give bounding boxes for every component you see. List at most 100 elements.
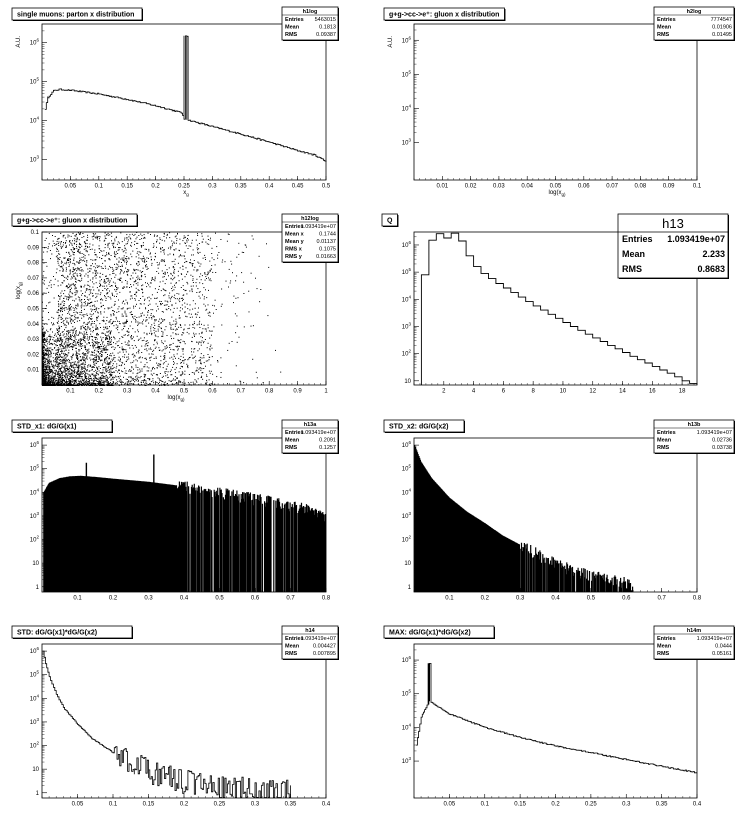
scatter-point (148, 310, 149, 311)
scatter-point (66, 360, 68, 362)
scatter-point (91, 236, 93, 238)
scatter-point (87, 383, 89, 385)
scatter-point (68, 283, 70, 285)
scatter-point (48, 350, 50, 351)
scatter-point (63, 368, 65, 370)
scatter-point (42, 278, 44, 280)
scatter-point (110, 367, 112, 369)
scatter-point (100, 266, 102, 268)
scatter-point (99, 276, 101, 278)
scatter-point (139, 370, 141, 372)
scatter-point (72, 330, 74, 332)
scatter-point (67, 378, 69, 380)
scatter-point (117, 241, 119, 243)
scatter-point (66, 373, 68, 375)
scatter-point (211, 247, 213, 249)
scatter-point (171, 338, 172, 340)
scatter-point (160, 248, 162, 250)
scatter-point (46, 337, 48, 339)
scatter-point (141, 285, 143, 287)
scatter-point (71, 292, 73, 294)
scatter-point (104, 280, 106, 282)
scatter-point (131, 256, 133, 258)
scatter-point (73, 263, 75, 265)
scatter-point (87, 234, 88, 236)
scatter-point (109, 281, 111, 283)
scatter-point (74, 336, 76, 338)
scatter-point (98, 245, 100, 247)
scatter-point (177, 262, 179, 264)
scatter-point (75, 235, 77, 237)
scatter-point (66, 285, 68, 287)
scatter-point (67, 317, 69, 319)
scatter-point (135, 291, 137, 293)
scatter-point (68, 308, 70, 309)
scatter-point (136, 335, 138, 337)
scatter-point (111, 372, 113, 373)
scatter-point (77, 383, 78, 385)
scatter-point (180, 325, 182, 326)
scatter-point (190, 274, 192, 276)
scatter-point (94, 309, 96, 311)
scatter-point (82, 357, 84, 359)
scatter-point (105, 255, 107, 257)
scatter-point (59, 314, 61, 316)
scatter-point (139, 371, 141, 373)
scatter-point (73, 275, 74, 277)
scatter-point (86, 350, 88, 352)
scatter-point (69, 317, 71, 319)
scatter-point (49, 371, 51, 372)
scatter-point (181, 304, 183, 306)
scatter-point (116, 287, 118, 288)
scatter-point (63, 293, 65, 295)
scatter-point (73, 284, 75, 286)
scatter-point (104, 255, 106, 257)
scatter-point (110, 361, 112, 363)
scatter-point (71, 318, 73, 320)
scatter-point (54, 377, 56, 379)
scatter-point (56, 255, 58, 257)
scatter-point (56, 359, 58, 361)
scatter-point (83, 370, 85, 372)
scatter-point (60, 334, 62, 336)
scatter-point (46, 385, 48, 386)
scatter-point (90, 384, 92, 385)
scatter-point (148, 370, 150, 372)
scatter-point (163, 289, 165, 291)
scatter-point (202, 378, 204, 380)
scatter-point (150, 330, 152, 332)
scatter-point (70, 329, 72, 331)
scatter-point (108, 330, 110, 332)
scatter-point (84, 242, 86, 244)
scatter-point (69, 291, 71, 293)
scatter-point (164, 355, 166, 356)
scatter-point (78, 263, 80, 264)
scatter-point (55, 349, 57, 351)
scatter-point (188, 333, 190, 335)
scatter-point (65, 245, 67, 247)
scatter-point (68, 293, 70, 295)
scatter-point (95, 383, 97, 384)
scatter-point (158, 288, 160, 290)
scatter-point (192, 264, 194, 266)
scatter-point (71, 287, 72, 289)
scatter-point (82, 293, 84, 294)
scatter-point (60, 322, 62, 323)
scatter-point (94, 359, 96, 361)
scatter-point (83, 382, 85, 384)
scatter-point (99, 252, 101, 253)
scatter-point (115, 370, 117, 372)
scatter-point (88, 342, 90, 344)
scatter-point (108, 364, 110, 365)
scatter-point (109, 320, 111, 322)
scatter-point (59, 344, 61, 345)
scatter-point (45, 374, 47, 376)
scatter-point (159, 262, 160, 264)
scatter-point (42, 333, 44, 335)
scatter-point (180, 355, 182, 357)
scatter-point (48, 285, 50, 287)
scatter-point (169, 347, 171, 348)
scatter-point (126, 281, 128, 283)
scatter-point (181, 334, 183, 336)
scatter-point (154, 278, 156, 280)
